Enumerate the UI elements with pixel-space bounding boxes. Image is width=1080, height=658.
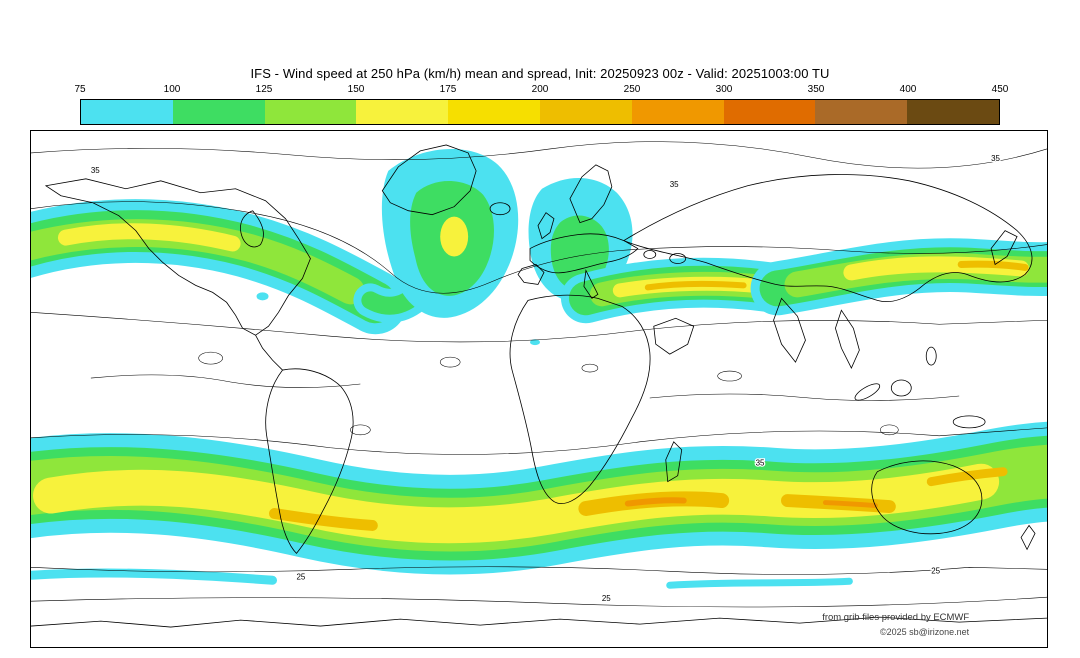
coast-hudson-bay (240, 210, 264, 248)
coast-indochina (834, 309, 860, 370)
contour-label-25: 25 (931, 566, 940, 575)
coast-sumatra (854, 383, 881, 401)
cyan-speck-2 (530, 339, 540, 346)
sh-jet-gold-southamerica (269, 508, 378, 531)
coast-british-isles (537, 212, 555, 240)
nh-jet-east-gold (957, 260, 1029, 271)
colorbar-segment (723, 100, 816, 124)
colorbar-segment (172, 100, 265, 124)
coast-philippines (925, 346, 937, 366)
coast-europe (529, 233, 639, 274)
coast-new-zealand (1020, 524, 1036, 551)
contour-label-25: 25 (296, 572, 305, 581)
coast-south-america (265, 368, 354, 554)
coast-australia (871, 460, 983, 535)
spread-loop-5 (350, 424, 371, 436)
coast-caspian-sea (669, 253, 687, 264)
spread-loop-2 (439, 356, 461, 368)
colorbar-tick: 450 (991, 84, 1009, 95)
coast-madagascar (665, 441, 683, 483)
antarctic-cyan-streak-east (666, 577, 853, 589)
contour-labels: 35 35 35 35 25 25 25 (90, 153, 1002, 605)
spread-contour-antarctic (31, 596, 1047, 608)
wind-map-svg: 35 35 35 35 25 25 25 from grib files pro… (31, 141, 1047, 637)
colorbar-tick: 200 (531, 84, 549, 95)
colorbar-tick: 175 (439, 84, 457, 95)
sh-jet-gold-pacific (926, 467, 1008, 487)
colorbar-segment (81, 100, 173, 124)
coastlines (31, 144, 1047, 628)
coast-borneo (890, 379, 912, 397)
coast-new-guinea (952, 415, 986, 429)
contour-label-35: 35 (756, 459, 765, 468)
spread-contour-polar-north (31, 141, 1047, 169)
colorbar-segment (631, 100, 724, 124)
spread-contour-tropics-east (649, 393, 960, 401)
spread-contour-sh-north (31, 427, 1047, 455)
sh-jet-orange-australia (822, 500, 878, 509)
coast-greenland (381, 144, 477, 216)
colorbar-tick: 350 (807, 84, 825, 95)
coast-india (773, 297, 806, 363)
wind-speed-fill (31, 148, 1047, 589)
world-map: 35 35 35 35 25 25 25 from grib files pro… (30, 130, 1048, 648)
nh-jet-central-gold (644, 280, 747, 291)
colorbar-tick: 100 (163, 84, 181, 95)
antarctic-cyan-streak-west (31, 568, 278, 585)
sh-jet-orange-indian (624, 497, 687, 507)
colorbar-segment (815, 100, 908, 124)
coast-africa (509, 294, 651, 504)
contour-label-25: 25 (602, 594, 611, 603)
colorbar-tick: 125 (255, 84, 273, 95)
colorbar-segment (264, 100, 357, 124)
page-title: IFS - Wind speed at 250 hPa (km/h) mean … (250, 66, 830, 81)
spread-loop-3 (581, 363, 599, 373)
colorbar (80, 99, 1000, 125)
coast-asia (623, 174, 1033, 302)
contour-label-35: 35 (670, 180, 679, 189)
spread-contour-nh (31, 201, 1047, 294)
spread-loop-4 (717, 370, 742, 382)
colorbar-segment (907, 100, 999, 124)
colorbar-tick: 150 (347, 84, 365, 95)
atlantic-lobe-yellow-core (440, 216, 469, 257)
colorbar-segment (448, 100, 540, 124)
colorbar-tick: 400 (899, 84, 917, 95)
contour-label-35: 35 (91, 166, 100, 175)
coast-iberia (517, 264, 545, 285)
contour-label-35: 35 (991, 154, 1000, 163)
colorbar-tick: 75 (74, 84, 86, 95)
spread-contour-nh-south (31, 312, 1047, 343)
colorbar-tick: 250 (623, 84, 641, 95)
spread-contour-tropics-west (90, 374, 361, 388)
colorbar-segment (539, 100, 632, 124)
spread-loop-6 (880, 424, 899, 436)
coast-central-america (255, 335, 283, 371)
coast-antarctica (31, 616, 1047, 628)
spread-loop-1 (198, 351, 223, 365)
coast-japan (990, 230, 1018, 266)
coast-italy (583, 269, 599, 299)
colorbar-tick: 300 (715, 84, 733, 95)
spread-contour-sh-south (31, 566, 1047, 575)
coast-black-sea (643, 250, 657, 259)
nh-jet-west-yellow (57, 223, 241, 252)
coast-scandinavia (569, 164, 613, 224)
attribution-copyright: ©2025 sb@irizone.net (880, 627, 970, 637)
colorbar-segment (356, 100, 449, 124)
cyan-speck-1 (256, 292, 269, 301)
colorbar-segments (81, 100, 999, 124)
coast-iceland (489, 202, 511, 216)
coast-north-america (44, 178, 311, 336)
coast-arabia (653, 317, 695, 355)
spread-contours (31, 141, 1047, 608)
attribution-source: from grib files provided by ECMWF (822, 612, 969, 623)
